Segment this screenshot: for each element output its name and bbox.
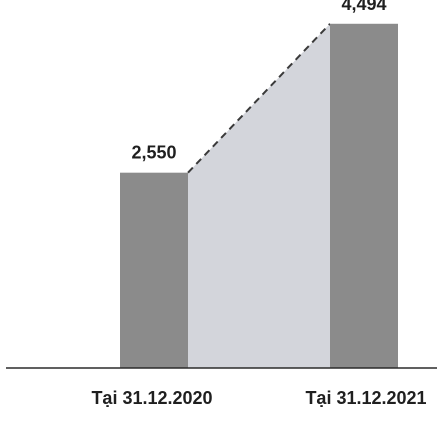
bar-2: [330, 23, 398, 369]
connector-dashed-line: [187, 23, 331, 174]
bar-1: [120, 172, 188, 368]
category-labels-group: Tại 31.12.2020 Tại 31.12.2021: [91, 388, 426, 408]
bars-group: [120, 23, 398, 369]
value-label-1: 2,550: [131, 143, 176, 163]
category-label-2: Tại 31.12.2021: [305, 388, 426, 408]
value-labels-group: 2,550 4,494: [131, 0, 386, 163]
value-label-2: 4,494: [341, 0, 386, 14]
connector-area: [188, 23, 330, 369]
category-label-1: Tại 31.12.2020: [91, 388, 212, 408]
